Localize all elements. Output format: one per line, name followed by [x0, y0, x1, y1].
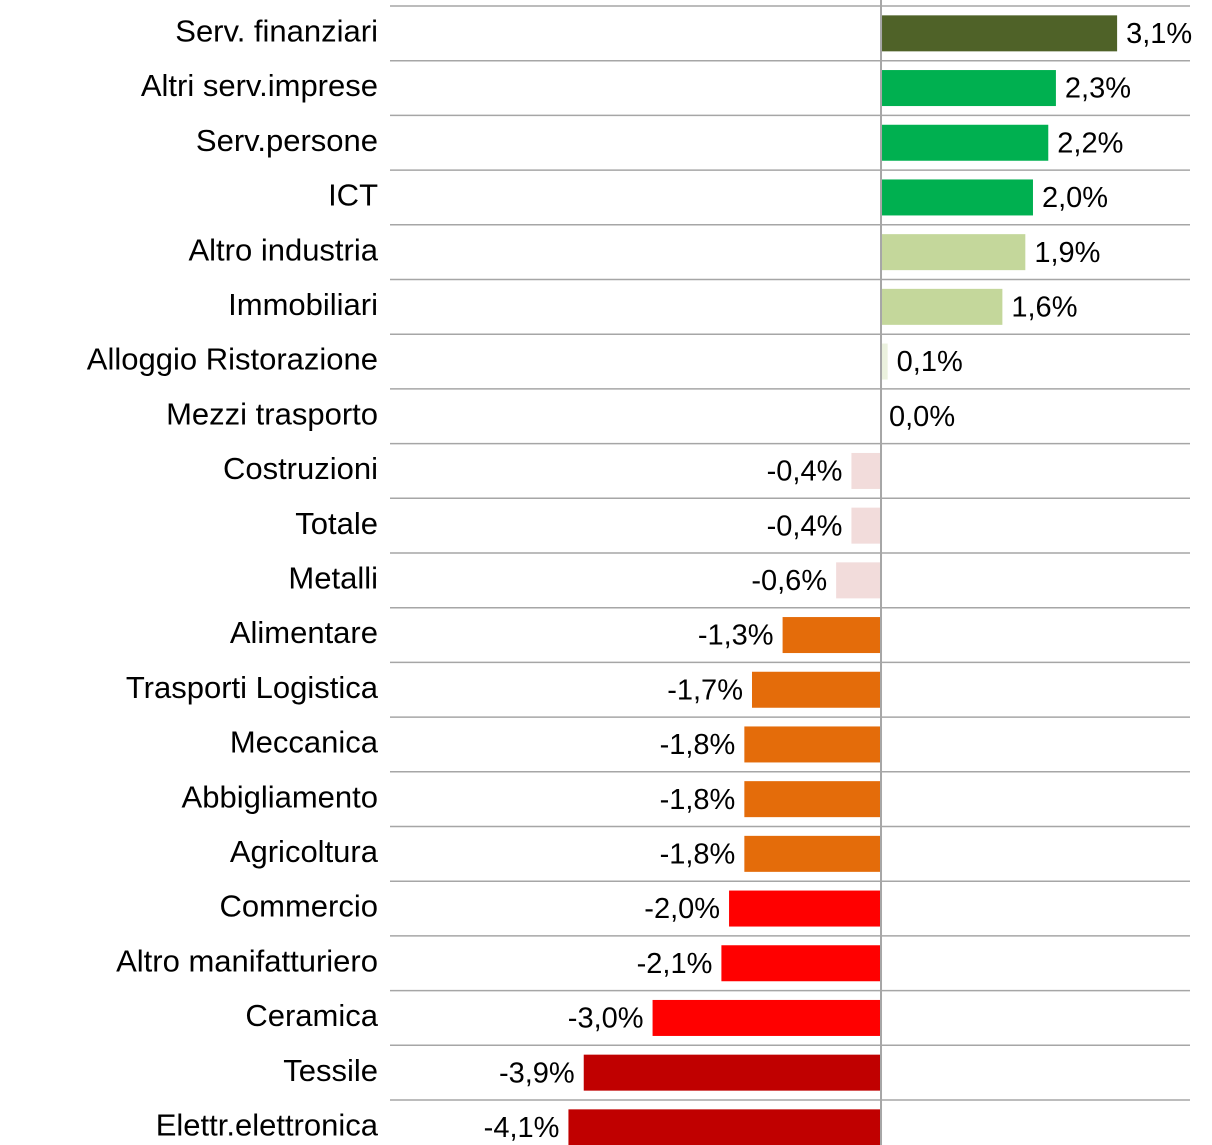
bar [880, 13, 1120, 54]
value-label: 0,0% [889, 401, 955, 433]
bar [880, 122, 1051, 163]
value-label: -0,4% [767, 456, 843, 488]
value-label: -1,7% [667, 674, 743, 706]
value-label: 2,3% [1065, 73, 1131, 105]
value-label: 0,1% [897, 346, 963, 378]
bar [849, 450, 883, 491]
category-label: Totale [295, 506, 378, 541]
category-label: Mezzi trasporto [166, 396, 378, 431]
value-label: -2,0% [644, 893, 720, 925]
category-label: Commercio [220, 889, 378, 924]
value-label: -1,8% [660, 729, 736, 761]
bar [780, 615, 883, 656]
category-label: Metalli [288, 561, 378, 596]
bar [849, 505, 883, 546]
value-label: 1,6% [1011, 292, 1077, 324]
bar [727, 888, 883, 929]
value-label: -1,3% [698, 620, 774, 652]
value-label: 3,1% [1126, 18, 1192, 50]
category-label: Altro industria [188, 232, 378, 267]
category-label: Trasporti Logistica [126, 670, 379, 705]
bar [880, 286, 1005, 327]
category-label: Meccanica [230, 725, 379, 760]
category-label: Altri serv.imprese [141, 68, 378, 103]
bar [566, 1107, 883, 1145]
bar [880, 341, 890, 382]
value-label: 1,9% [1034, 237, 1100, 269]
value-label: 2,2% [1057, 127, 1123, 159]
bar [581, 1052, 883, 1093]
category-label: Serv.persone [196, 123, 378, 158]
category-label: Elettr.elettronica [156, 1108, 379, 1143]
bar [742, 779, 883, 820]
category-label: ICT [328, 178, 378, 213]
category-label: Tessile [283, 1053, 378, 1088]
bar [880, 68, 1058, 109]
value-label: -2,1% [637, 948, 713, 980]
category-label: Costruzioni [223, 451, 378, 486]
value-label: -4,1% [484, 1112, 560, 1144]
bar [650, 997, 883, 1038]
bar [880, 232, 1028, 273]
category-label: Ceramica [245, 998, 378, 1033]
value-label: -3,9% [499, 1057, 575, 1089]
bar [742, 833, 883, 874]
value-label: 2,0% [1042, 182, 1108, 214]
bar [719, 943, 883, 984]
value-label: -1,8% [660, 839, 736, 871]
category-label: Alloggio Ristorazione [87, 342, 378, 377]
category-label: Alimentare [230, 615, 378, 650]
value-label: -3,0% [568, 1003, 644, 1035]
value-label: -0,4% [767, 510, 843, 542]
category-label: Serv. finanziari [175, 14, 378, 49]
bar [880, 177, 1035, 218]
category-label: Abbigliamento [182, 779, 378, 814]
category-label: Immobiliari [228, 287, 378, 322]
category-label: Altro manifatturiero [116, 943, 378, 978]
bar [742, 724, 883, 765]
bar [834, 560, 883, 601]
category-label: Agricoltura [230, 834, 379, 869]
value-label: -0,6% [751, 565, 827, 597]
value-label: -1,8% [660, 784, 736, 816]
bar [749, 669, 883, 710]
